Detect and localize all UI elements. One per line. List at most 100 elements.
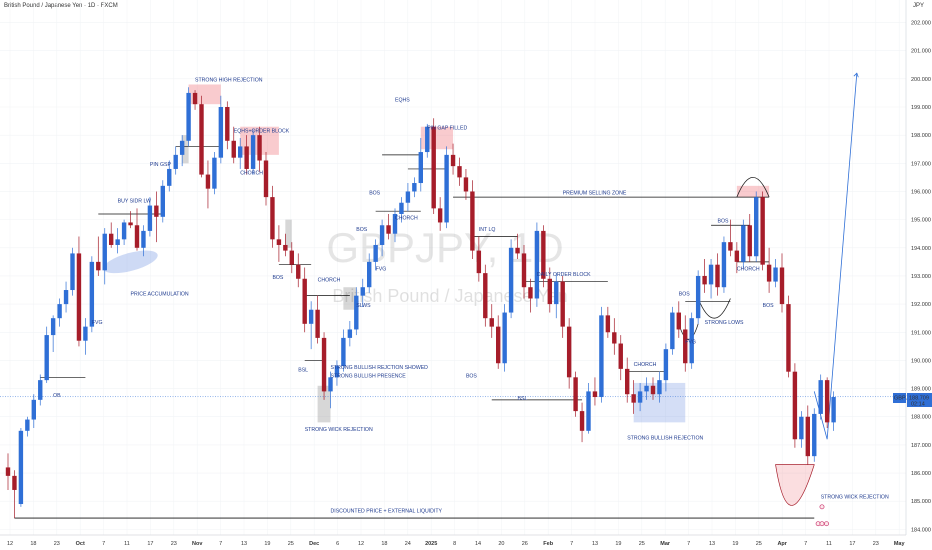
symbol-title: British Pound / Japanese Yen · 1D · FXCM bbox=[4, 3, 118, 9]
candle-body bbox=[618, 343, 623, 369]
time-tick-label: 12 bbox=[7, 541, 13, 547]
candle-body bbox=[102, 233, 107, 271]
time-tick-label: Nov bbox=[192, 541, 203, 547]
candle-body bbox=[560, 281, 565, 327]
badge-symbol: GBPJPY bbox=[894, 396, 916, 402]
time-tick-label: 23 bbox=[873, 541, 879, 547]
annotation-label: BOS bbox=[369, 190, 380, 196]
candle-body bbox=[792, 371, 798, 440]
candle-body bbox=[444, 154, 449, 223]
price-tick-label: 196.000 bbox=[911, 189, 931, 195]
candle-body bbox=[173, 154, 178, 169]
price-tick-label: 186.000 bbox=[911, 471, 931, 477]
price-tick-label: 201.000 bbox=[911, 49, 931, 55]
target-icon bbox=[819, 521, 825, 527]
price-tick-label: 193.000 bbox=[911, 274, 931, 280]
annotation-label: CHORCH bbox=[318, 278, 341, 284]
annotation-label: BOS bbox=[718, 218, 729, 224]
candle-body bbox=[205, 174, 211, 189]
annotation-label: STRONG BULLISH REJCTION SHOWED bbox=[331, 365, 429, 371]
candle-body bbox=[831, 397, 836, 423]
price-tick-label: 202.000 bbox=[911, 21, 931, 27]
annotation-label: EQHS+ORDER BLOCK bbox=[234, 128, 290, 134]
candle-body bbox=[695, 275, 701, 319]
time-tick-label: 14 bbox=[475, 541, 481, 547]
candle-body bbox=[218, 107, 224, 158]
price-tick-label: 185.000 bbox=[911, 499, 931, 505]
candle-body bbox=[134, 225, 140, 248]
annotation-label: BOS bbox=[763, 303, 774, 309]
time-tick-label: 7 bbox=[804, 541, 807, 547]
candle-body bbox=[708, 264, 714, 285]
accumulation-ellipse bbox=[103, 250, 158, 274]
candle-body bbox=[754, 197, 759, 257]
price-tick-label: 188.000 bbox=[911, 415, 931, 421]
candle-body bbox=[379, 225, 385, 245]
badge-countdown: 02:14 bbox=[911, 402, 925, 408]
time-tick-label: 25 bbox=[288, 541, 294, 547]
candle-body bbox=[186, 92, 191, 141]
candle-body bbox=[302, 278, 307, 324]
candle-body bbox=[360, 287, 365, 296]
candle-body bbox=[109, 233, 114, 245]
candle-body bbox=[728, 242, 733, 251]
annotation-label: STRONG BULLISH REJECTION bbox=[627, 435, 703, 441]
annotation-label: CHORCH bbox=[240, 171, 263, 177]
candle-body bbox=[683, 329, 688, 364]
candle-body bbox=[392, 214, 398, 234]
zone-slws-gray bbox=[343, 287, 357, 310]
candle-body bbox=[270, 197, 275, 240]
candle-body bbox=[238, 146, 243, 158]
candle-body bbox=[12, 475, 17, 490]
candle-body bbox=[702, 275, 707, 285]
candle-body bbox=[612, 332, 617, 344]
time-tick-label: 13 bbox=[709, 541, 715, 547]
time-tick-label: 25 bbox=[756, 541, 762, 547]
price-tick-label: 192.000 bbox=[911, 302, 931, 308]
candle-body bbox=[354, 295, 359, 330]
time-tick-label: 2025 bbox=[425, 541, 437, 547]
candle-body bbox=[347, 329, 353, 338]
candle-body bbox=[5, 467, 11, 476]
time-tick-label: May bbox=[894, 541, 906, 547]
annotation-label: PIN GSP bbox=[150, 162, 172, 168]
candle-body bbox=[192, 92, 198, 105]
annotation-label: BOS bbox=[466, 373, 477, 379]
candle-body bbox=[418, 152, 423, 184]
time-tick-label: 23 bbox=[54, 541, 60, 547]
time-tick-label: 13 bbox=[592, 541, 598, 547]
candle-body bbox=[734, 250, 740, 262]
top-arc bbox=[736, 177, 770, 198]
annotation-label: CHORCH bbox=[737, 266, 760, 272]
annotation-label: INT LQ bbox=[479, 227, 496, 233]
annotation-label: OB bbox=[53, 393, 61, 399]
candle-body bbox=[741, 225, 746, 262]
annotation-label: BSL bbox=[298, 368, 308, 374]
price-tick-label: 187.000 bbox=[911, 443, 931, 449]
price-tick-label: 190.000 bbox=[911, 358, 931, 364]
annotation-label: BOS bbox=[272, 275, 283, 281]
candle-body bbox=[250, 135, 256, 169]
annotation-label: DISCOUNTED PRICE + EXTERNAL LIQUIDITY bbox=[331, 508, 443, 514]
candle-body bbox=[367, 261, 372, 288]
liquidity-bowl bbox=[775, 464, 815, 506]
candle-body bbox=[50, 318, 56, 336]
candle-body bbox=[57, 304, 62, 319]
candle-body bbox=[579, 411, 585, 431]
candle-body bbox=[25, 419, 30, 431]
candle-body bbox=[644, 385, 649, 392]
annotation-label: BOS bbox=[356, 227, 367, 233]
candle-body bbox=[386, 225, 391, 234]
annotation-label: DAILY ORDER BLOCK bbox=[537, 272, 591, 278]
candle-body bbox=[83, 326, 88, 341]
candle-body bbox=[296, 264, 301, 279]
annotation-label: FVG bbox=[685, 340, 696, 346]
price-axis: 184.000 185.000 186.000 187.000 188.000 189.0… bbox=[905, 0, 931, 535]
target-icon bbox=[819, 504, 825, 510]
time-tick-label: 18 bbox=[381, 541, 387, 547]
candle-body bbox=[541, 230, 546, 279]
candle-body bbox=[599, 315, 604, 398]
candle-body bbox=[805, 416, 810, 457]
candle-body bbox=[321, 337, 327, 392]
